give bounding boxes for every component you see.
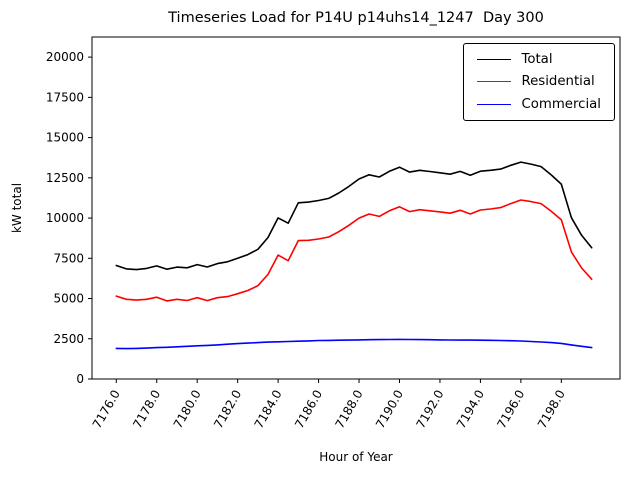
plot-frame — [91, 36, 621, 380]
x-tick-label: 7198.0 — [535, 388, 568, 431]
legend-item-total: Total — [477, 53, 601, 66]
y-tick-label: 10000 — [46, 211, 84, 225]
x-tick-label: 7186.0 — [292, 388, 325, 431]
x-tick-label: 7194.0 — [454, 388, 487, 431]
y-tick-label: 17500 — [46, 90, 84, 104]
commercial-line-swatch — [477, 103, 512, 105]
series-total-line — [115, 161, 593, 271]
legend-label-total: Total — [521, 52, 553, 67]
x-tick-label: 7178.0 — [130, 388, 163, 431]
x-axis-label: Hour of Year — [319, 450, 393, 464]
y-tick-label: 5000 — [53, 292, 84, 306]
y-tick-label: 0 — [76, 372, 84, 386]
series-residential-line — [115, 199, 593, 302]
x-tick-label: 7190.0 — [373, 388, 406, 431]
y-tick-label: 12500 — [46, 171, 84, 185]
y-tick-label: 20000 — [46, 50, 84, 64]
y-tick-label: 2500 — [53, 332, 84, 346]
legend: Total Residential Commercial — [463, 43, 615, 121]
residential-line-swatch — [477, 81, 512, 83]
y-tick-label: 15000 — [46, 131, 84, 145]
series-commercial-line — [115, 338, 593, 350]
y-tick-label: 7500 — [53, 251, 84, 265]
legend-item-residential: Residential — [477, 74, 601, 90]
legend-item-commercial: Commercial — [477, 96, 601, 112]
legend-label-commercial: Commercial — [521, 96, 601, 112]
x-tick-label: 7188.0 — [333, 388, 366, 431]
x-tick-label: 7180.0 — [171, 388, 204, 431]
y-axis-label: kW total — [10, 182, 24, 234]
total-line-swatch — [477, 59, 512, 61]
x-tick-label: 7196.0 — [494, 388, 527, 431]
legend-label-residential: Residential — [521, 74, 595, 90]
x-tick-label: 7192.0 — [413, 388, 446, 431]
chart-title: Timeseries Load for P14U p14uhs14_1247 D… — [168, 10, 544, 26]
x-tick-label: 7184.0 — [252, 388, 285, 431]
x-tick-label: 7182.0 — [211, 388, 244, 431]
x-tick-label: 7176.0 — [90, 388, 123, 431]
